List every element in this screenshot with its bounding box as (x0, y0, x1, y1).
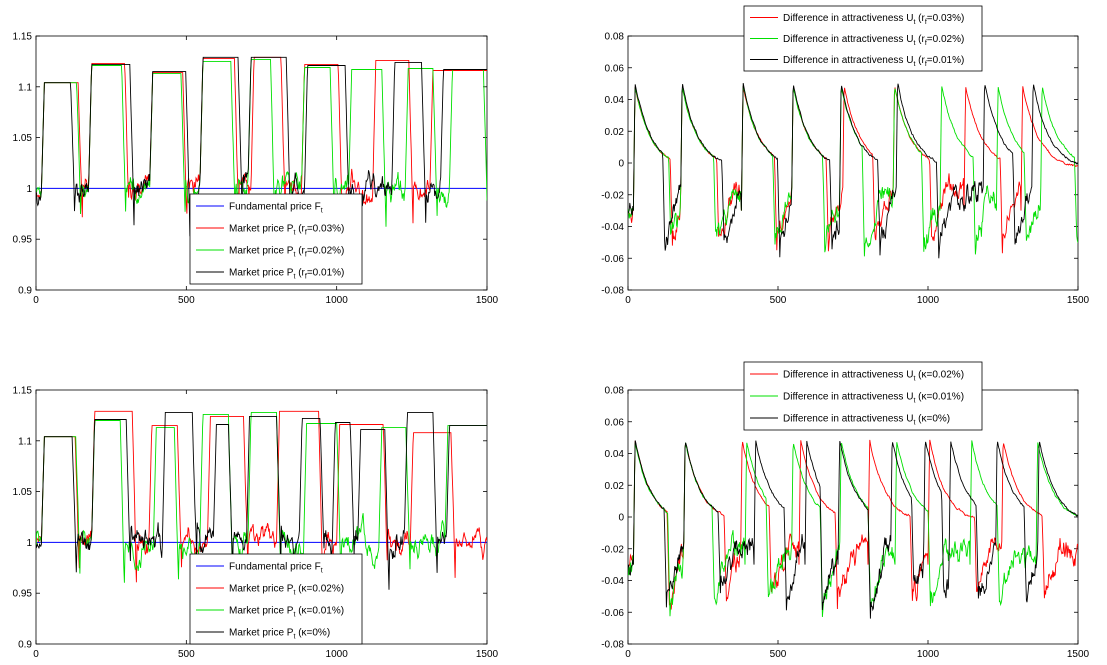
y-tick-label: 1 (26, 538, 32, 549)
y-tick-label: 0 (618, 513, 624, 524)
x-tick-label: 0 (625, 295, 631, 306)
axes-box (627, 35, 1079, 291)
y-tick-label: 0.02 (605, 481, 625, 492)
legend: Fundamental price Ft Market price Pt (κ=0… (189, 553, 363, 645)
y-tick-label: 0.9 (18, 286, 32, 297)
legend: Fundamental price Ft Market price Pt (rf=… (189, 193, 363, 285)
legend: Difference in attractiveness Ut (κ=0.02%… (743, 361, 983, 431)
legend-box (743, 361, 983, 431)
y-tick-label: 0.06 (605, 417, 625, 428)
series-line-2 (36, 410, 487, 590)
y-tick-label: -0.08 (601, 286, 624, 297)
series-line-1 (628, 86, 1078, 254)
legend-entry-3: Difference in attractiveness Ut (κ=0%) (783, 414, 950, 427)
series-line-3 (628, 440, 1078, 619)
x-tick-label: 0 (33, 295, 39, 306)
y-tick-label: 1 (26, 184, 32, 195)
legend-box (743, 5, 983, 72)
legend-entry-4: Market price Pt (rf=0.01%) (229, 268, 344, 281)
y-tick-label: 0 (618, 159, 624, 170)
y-tick-label: 0.08 (605, 32, 625, 43)
legend-box (189, 193, 363, 285)
y-tick-label: 1.15 (13, 32, 33, 43)
y-tick-label: 1.1 (18, 82, 32, 93)
y-tick-label: 0.04 (605, 449, 625, 460)
legend-entry-2: Market price Pt (κ=0.02%) (229, 584, 344, 597)
legend-entry-4: Market price Pt (κ=0%) (229, 628, 330, 641)
x-tick-label: 1000 (326, 649, 349, 660)
y-tick-label: 0.08 (605, 386, 625, 397)
x-tick-label: 1500 (1067, 295, 1090, 306)
legend-entry-3: Market price Pt (rf=0.02%) (229, 246, 344, 259)
y-tick-label: -0.04 (601, 222, 624, 233)
series-line-3 (36, 58, 487, 227)
x-tick-label: 1000 (917, 649, 940, 660)
x-tick-label: 1000 (917, 295, 940, 306)
legend-entry-1: Fundamental price Ft (229, 202, 323, 215)
x-tick-label: 0 (625, 649, 631, 660)
y-tick-label: 0.04 (605, 95, 625, 106)
series-line-4 (36, 56, 487, 237)
legend: Difference in attractiveness Ut (rf=0.03… (743, 5, 983, 72)
chart-panel-3: 0 500 1000 1500 0.9 0.95 1 1.05 1.1 1.15 Fundament… (13, 386, 499, 661)
series-line-3 (628, 83, 1078, 259)
legend-entry-2: Market price Pt (rf=0.03%) (229, 224, 344, 237)
y-tick-label: 0.06 (605, 63, 625, 74)
legend-entry-2: Difference in attractiveness Ut (rf=0.02… (783, 34, 964, 47)
y-tick-label: -0.08 (601, 640, 624, 651)
legend-entry-1: Difference in attractiveness Ut (κ=0.02%… (783, 370, 964, 383)
legend-entry-3: Difference in attractiveness Ut (rf=0.01… (783, 55, 964, 68)
y-tick-label: 1.05 (13, 487, 33, 498)
y-tick-label: 1.1 (18, 436, 32, 447)
y-tick-label: 0.95 (13, 589, 33, 600)
y-tick-label: -0.06 (601, 254, 624, 265)
x-tick-label: 1500 (476, 295, 499, 306)
chart-panel-2: 0 500 1000 1500 -0.08 -0.06 -0.04 -0.02 0 0.02 0.0… (601, 5, 1090, 306)
x-tick-label: 500 (770, 295, 787, 306)
x-tick-label: 1500 (1067, 649, 1090, 660)
legend-entry-3: Market price Pt (κ=0.01%) (229, 606, 344, 619)
x-tick-label: 1500 (476, 649, 499, 660)
legend-box (189, 553, 363, 645)
series-line-4 (36, 411, 487, 590)
y-tick-label: -0.04 (601, 576, 624, 587)
x-tick-label: 500 (178, 649, 195, 660)
series-line-2 (628, 440, 1078, 618)
legend-entry-2: Difference in attractiveness Ut (κ=0.01%… (783, 392, 964, 405)
y-tick-label: 1.15 (13, 386, 33, 397)
chart-panel-1: 0 500 1000 1500 0.9 0.95 1 1.05 1.1 1.15 Fundament… (13, 32, 499, 307)
series-line-1 (628, 439, 1078, 610)
y-tick-label: 0.95 (13, 235, 33, 246)
y-tick-label: -0.02 (601, 190, 624, 201)
y-tick-label: 0.02 (605, 127, 625, 138)
legend-entry-1: Difference in attractiveness Ut (rf=0.03… (783, 13, 964, 26)
y-tick-label: -0.02 (601, 544, 624, 555)
x-tick-label: 500 (770, 649, 787, 660)
axes-box (35, 35, 488, 291)
y-tick-label: -0.06 (601, 608, 624, 619)
x-tick-label: 1000 (326, 295, 349, 306)
y-tick-label: 0.9 (18, 640, 32, 651)
series-line-2 (628, 85, 1078, 257)
legend-entry-1: Fundamental price Ft (229, 562, 323, 575)
y-tick-label: 1.05 (13, 133, 33, 144)
x-tick-label: 0 (33, 649, 39, 660)
chart-panel-4: 0 500 1000 1500 -0.08 -0.06 -0.04 -0.02 0 0.02 0.0… (601, 361, 1090, 660)
x-tick-label: 500 (178, 295, 195, 306)
series-line-3 (36, 411, 487, 583)
